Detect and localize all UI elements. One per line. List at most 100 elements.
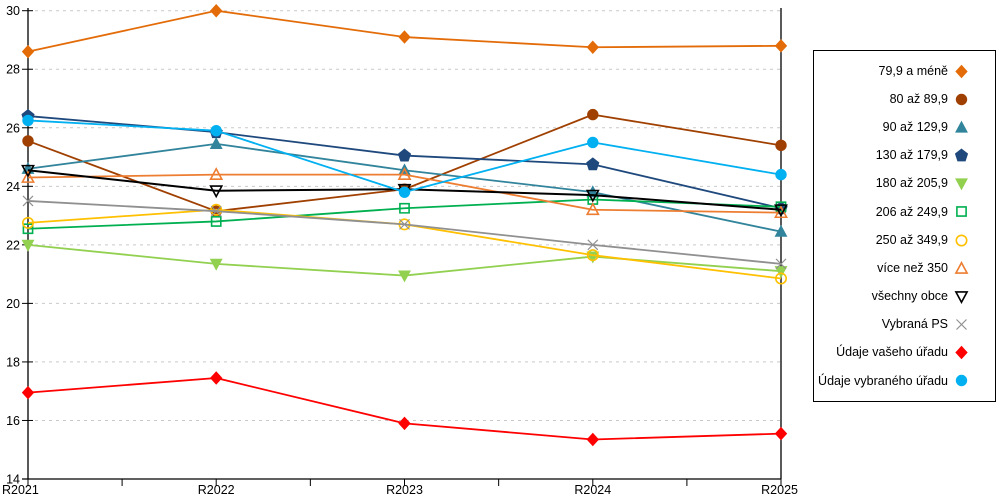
triangle-up-marker-icon xyxy=(209,167,224,181)
x-marker-icon xyxy=(587,239,599,251)
legend-item-label: 80 až 89,9 xyxy=(889,91,948,106)
legend-marker-icon xyxy=(955,64,968,78)
pentagon-marker-icon xyxy=(954,148,969,162)
square-marker-icon xyxy=(399,202,410,214)
triangle-up-marker-icon xyxy=(954,260,969,274)
legend-item-label: 90 až 129,9 xyxy=(882,120,948,135)
legend-marker-icon xyxy=(955,120,968,133)
circle-marker-icon xyxy=(210,125,222,137)
legend-item: 180 až 205,9 xyxy=(814,171,995,197)
x-axis-tick-label: R2022 xyxy=(198,483,235,497)
legend-item: všechny obce xyxy=(814,283,995,309)
y-axis-tick-label: 24 xyxy=(6,180,20,194)
circle-marker-icon xyxy=(955,93,968,105)
triangle-up-marker-icon xyxy=(397,167,412,181)
legend-item-label: 180 až 205,9 xyxy=(875,176,948,191)
diamond-marker-icon xyxy=(586,432,599,447)
y-axis-tick-label: 30 xyxy=(6,4,20,18)
pentagon-marker-icon xyxy=(586,157,600,171)
legend-marker-icon xyxy=(955,345,968,360)
triangle-up-marker-icon xyxy=(21,170,35,183)
circle-marker-icon xyxy=(587,136,599,149)
circle-marker-icon xyxy=(586,249,599,262)
triangle-down-marker-icon xyxy=(954,290,969,304)
triangle-up-marker-icon xyxy=(774,205,788,219)
x-marker-icon xyxy=(956,319,967,330)
triangle-down-marker-icon xyxy=(209,258,223,271)
circle-marker-icon xyxy=(955,234,968,247)
x-axis-tick-label: R2025 xyxy=(761,483,798,497)
triangle-down-marker-icon xyxy=(774,204,788,218)
triangle-up-marker-icon xyxy=(774,224,788,237)
y-axis-tick-label: 20 xyxy=(6,297,20,311)
diamond-marker-icon xyxy=(21,44,35,59)
diamond-marker-icon xyxy=(955,345,968,360)
legend-marker-icon xyxy=(956,206,967,218)
legend-item-label: 250 až 349,9 xyxy=(875,232,948,247)
y-axis-tick-label: 16 xyxy=(6,414,20,428)
y-axis-tick-label: 26 xyxy=(6,121,20,135)
triangle-up-marker-icon xyxy=(209,137,223,149)
triangle-down-marker-icon xyxy=(21,164,35,178)
legend-marker-icon xyxy=(955,234,968,247)
diamond-marker-icon xyxy=(774,39,788,53)
x-marker-icon xyxy=(775,258,787,270)
circle-marker-icon xyxy=(398,186,411,198)
legend-marker-icon xyxy=(955,178,968,191)
legend-item: 79,9 a méně xyxy=(814,58,995,84)
square-marker-icon xyxy=(956,206,967,218)
y-axis-tick-label: 18 xyxy=(6,355,20,369)
x-marker-icon xyxy=(210,205,222,217)
legend-item: Údaje vašeho úřadu xyxy=(814,340,995,366)
diamond-marker-icon xyxy=(398,416,411,431)
legend-item: 206 až 249,9 xyxy=(814,199,995,225)
legend-item-label: všechny obce xyxy=(871,289,948,304)
legend-item: 130 až 179,9 xyxy=(814,143,995,169)
circle-marker-icon xyxy=(210,203,223,216)
legend-marker-icon xyxy=(955,93,968,105)
y-axis-tick-label: 22 xyxy=(6,238,20,252)
legend-item-label: Údaje vybraného úřadu xyxy=(818,373,948,388)
legend-item-label: 79,9 a méně xyxy=(878,63,949,78)
circle-marker-icon xyxy=(775,168,787,181)
y-axis-tick-label: 28 xyxy=(6,63,20,77)
x-marker-icon xyxy=(22,195,34,207)
legend-item-label: Vybraná PS xyxy=(881,317,948,332)
diamond-marker-icon xyxy=(398,30,411,44)
x-axis-tick-label: R2023 xyxy=(386,483,423,497)
circle-marker-icon xyxy=(775,139,787,152)
circle-marker-icon xyxy=(22,114,34,127)
legend-item: více než 350 xyxy=(814,255,995,281)
series-line xyxy=(27,208,782,280)
legend-marker-icon xyxy=(954,290,969,304)
chart-legend: 79,9 a méně 80 až 89,9 90 až 129,9 130 až 1… xyxy=(813,50,996,402)
legend-item: Vybraná PS xyxy=(814,312,995,338)
x-marker-icon xyxy=(399,218,410,230)
triangle-down-marker-icon xyxy=(774,266,788,279)
circle-marker-icon xyxy=(587,108,599,121)
triangle-down-marker-icon xyxy=(955,178,968,191)
legend-item: 80 až 89,9 xyxy=(814,86,995,112)
circle-marker-icon xyxy=(774,272,787,285)
triangle-down-marker-icon xyxy=(21,239,35,252)
y-axis-tick-label: 14 xyxy=(6,473,20,487)
legend-item: 250 až 349,9 xyxy=(814,227,995,253)
legend-marker-icon xyxy=(954,260,969,274)
pentagon-marker-icon xyxy=(397,148,412,162)
triangle-up-marker-icon xyxy=(585,202,600,216)
legend-marker-icon xyxy=(956,319,967,330)
circle-marker-icon xyxy=(21,216,34,229)
diamond-marker-icon xyxy=(210,3,223,18)
legend-item-label: 206 až 249,9 xyxy=(875,204,948,219)
legend-marker-icon xyxy=(954,148,969,162)
diamond-marker-icon xyxy=(586,40,599,55)
legend-item: Údaje vybraného úřadu xyxy=(814,368,995,394)
triangle-down-marker-icon xyxy=(398,270,411,283)
diamond-marker-icon xyxy=(955,64,968,78)
diamond-marker-icon xyxy=(774,426,788,441)
square-marker-icon xyxy=(22,223,34,235)
square-marker-icon xyxy=(210,216,222,227)
legend-item-label: více než 350 xyxy=(877,260,948,275)
